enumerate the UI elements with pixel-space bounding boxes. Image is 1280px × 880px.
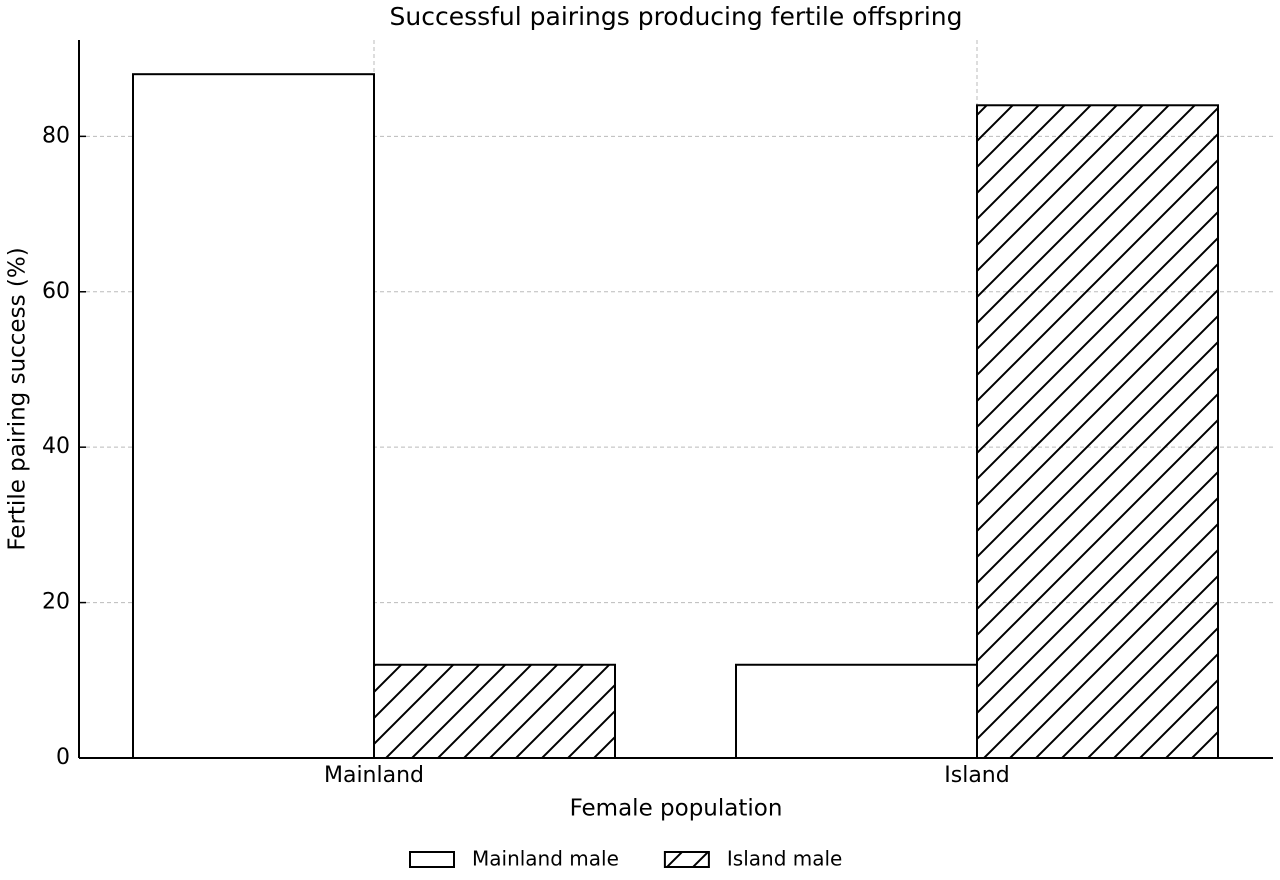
y-tick-label: 80 (42, 123, 70, 148)
bar (735, 663, 978, 759)
y-tick-label: 0 (56, 745, 70, 770)
bar (132, 73, 375, 759)
x-axis-label: Female population (570, 796, 783, 822)
bar (976, 104, 1219, 760)
legend-swatch (409, 851, 455, 868)
y-tick-label: 20 (42, 590, 70, 615)
x-tick-label: Mainland (324, 763, 424, 788)
y-axis-label: Fertile pairing success (%) (5, 247, 31, 550)
legend-swatch (663, 851, 710, 868)
chart-title: Successful pairings producing fertile of… (389, 2, 962, 31)
legend-label: Island male (727, 847, 842, 871)
y-tick-label: 40 (42, 434, 70, 459)
bar (373, 663, 616, 759)
y-tick-label: 60 (42, 279, 70, 304)
legend-label: Mainland male (472, 847, 619, 871)
x-tick-label: Island (944, 763, 1009, 788)
